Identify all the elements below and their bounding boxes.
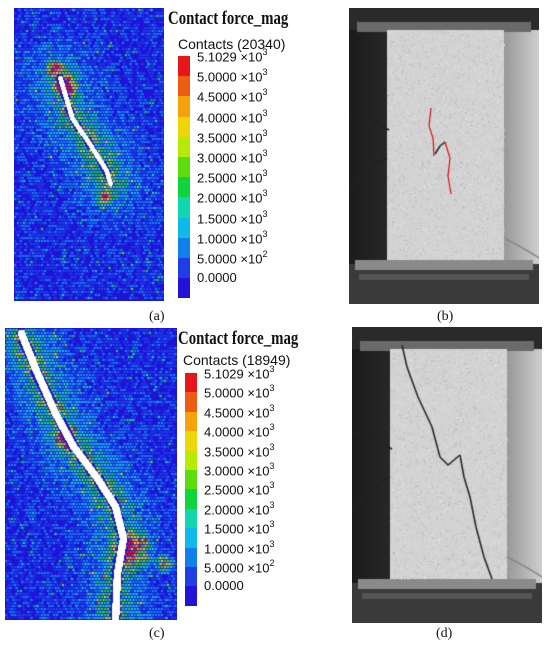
legend-contacts-c: Contacts (18949) xyxy=(183,352,291,368)
legend-swatch-a xyxy=(178,258,190,279)
legend-tick-label-c: 4.0000 ×103 xyxy=(204,422,275,440)
legend-tick-label-c: 1.0000 ×103 xyxy=(204,538,275,556)
legend-tick-label-a: 5.1029 ×103 xyxy=(197,47,268,65)
legend-swatch-a xyxy=(178,96,190,117)
legend-swatch-a xyxy=(178,278,190,299)
legend-swatch-c xyxy=(185,470,197,490)
caption-b: (b) xyxy=(437,309,454,324)
legend-tick-label-c: 0.0000 xyxy=(204,578,244,594)
legend-swatch-a xyxy=(178,197,190,218)
legend-swatch-a xyxy=(178,217,190,238)
legend-tick-label-c: 5.1029 ×103 xyxy=(204,364,275,382)
legend-swatch-c xyxy=(185,489,197,509)
legend-tick-label-c: 5.0000 ×103 xyxy=(204,383,275,401)
legend-tick-label-a: 5.0000 ×103 xyxy=(197,67,268,85)
legend-title-c: Contact force_mag xyxy=(178,328,299,349)
legend-swatch-c xyxy=(185,528,197,548)
legend-tick-label-a: 4.0000 ×103 xyxy=(197,107,268,125)
legend-tick-label-c: 1.5000 ×103 xyxy=(204,519,275,537)
simulation-image-c xyxy=(5,328,177,620)
caption-d: (d) xyxy=(436,626,453,641)
simulation-image-a xyxy=(14,8,164,301)
legend-tick-label-a: 2.0000 ×103 xyxy=(197,188,268,206)
legend-swatch-c xyxy=(185,392,197,412)
legend-tick-label-a: 3.0000 ×103 xyxy=(197,148,268,166)
legend-tick-label-c: 5.0000 ×102 xyxy=(204,558,275,576)
specimen-photo-b xyxy=(349,8,539,304)
legend-swatch-a xyxy=(178,237,190,258)
legend-swatch-c xyxy=(185,450,197,470)
legend-swatch-c xyxy=(185,431,197,451)
legend-tick-label-c: 2.0000 ×103 xyxy=(204,499,275,518)
legend-tick-label-a: 1.0000 ×103 xyxy=(197,228,268,247)
legend-tick-label-a: 4.5000 ×103 xyxy=(197,87,268,105)
legend-swatch-c xyxy=(185,567,197,587)
caption-a: (a) xyxy=(149,309,165,324)
legend-swatch-c xyxy=(185,373,197,393)
legend-tick-label-c: 2.5000 ×103 xyxy=(204,480,275,498)
legend-tick-label-a: 3.5000 ×103 xyxy=(197,127,268,146)
legend-tick-label-a: 1.5000 ×103 xyxy=(197,208,268,226)
legend-contacts-a: Contacts (20340) xyxy=(178,36,286,52)
caption-c: (c) xyxy=(149,626,165,641)
legend-swatch-c xyxy=(185,586,197,606)
legend-tick-label-a: 2.5000 ×103 xyxy=(197,168,268,186)
legend-tick-label-c: 3.5000 ×103 xyxy=(204,441,275,459)
legend-swatch-a xyxy=(178,136,190,157)
legend-swatch-a xyxy=(178,177,190,198)
legend-tick-label-a: 5.0000 ×102 xyxy=(197,249,268,267)
legend-swatch-c xyxy=(185,508,197,529)
legend-swatch-a xyxy=(178,157,190,178)
legend-swatch-c xyxy=(185,547,197,567)
legend-tick-label-c: 3.0000 ×103 xyxy=(204,461,275,479)
legend-swatch-c xyxy=(185,411,197,432)
legend-tick-label-a: 0.0000 xyxy=(197,270,237,286)
specimen-photo-d xyxy=(352,327,542,623)
legend-swatch-a xyxy=(178,56,190,77)
legend-tick-label-c: 4.5000 ×103 xyxy=(204,402,275,421)
legend-swatch-a xyxy=(178,116,190,137)
legend-title-a: Contact force_mag xyxy=(168,8,289,29)
legend-swatch-a xyxy=(178,76,190,97)
